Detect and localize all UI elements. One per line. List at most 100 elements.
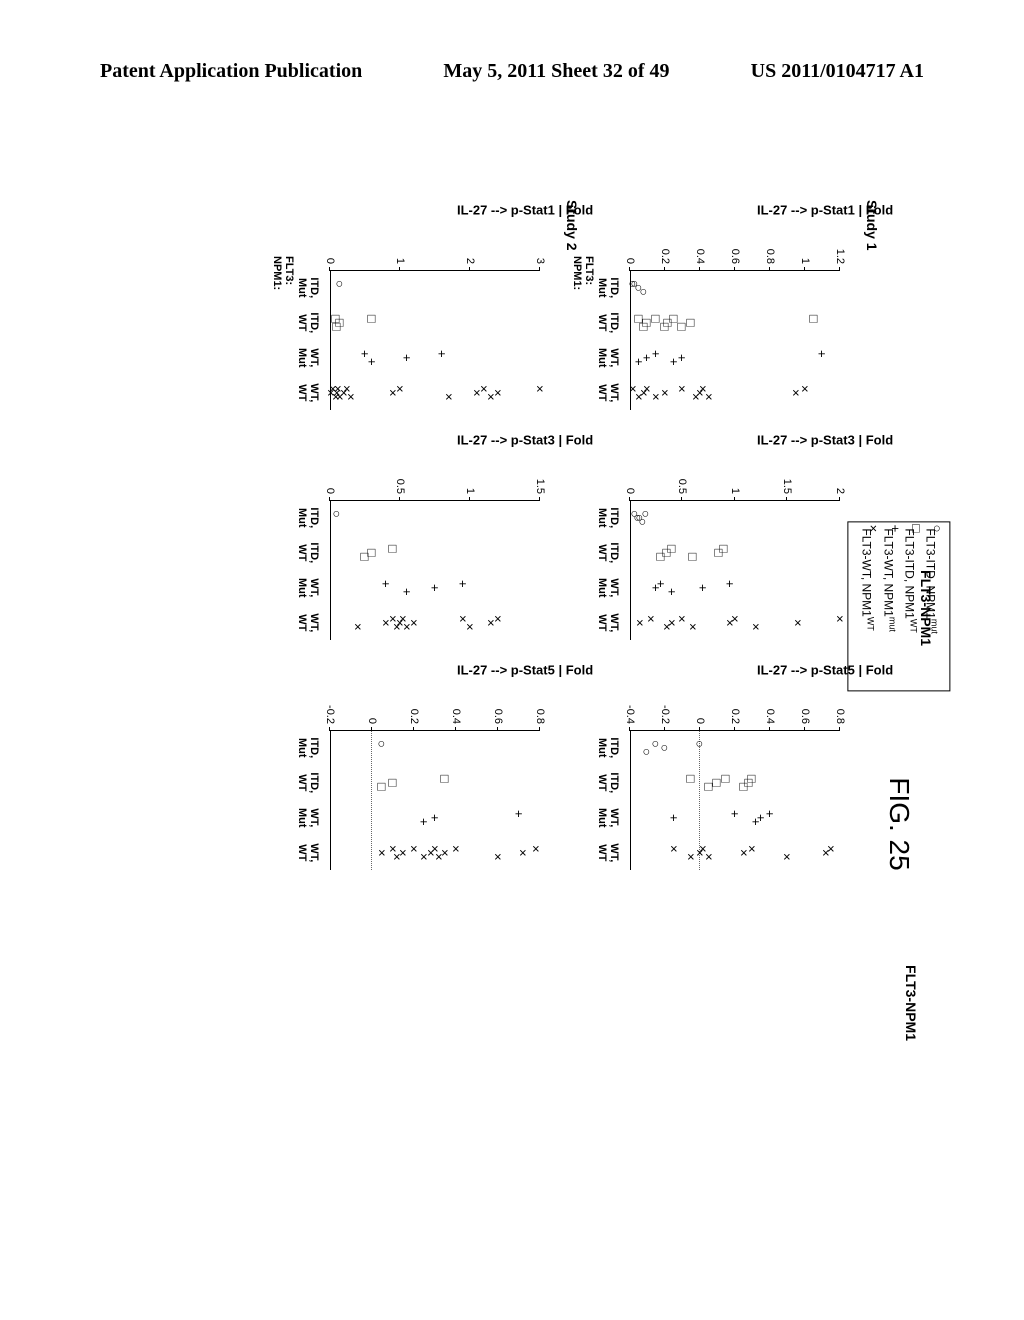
y-tick-label: 1.5 xyxy=(782,466,794,494)
square-data-point xyxy=(366,315,379,323)
x-tick-label: WT,Mut xyxy=(296,343,320,373)
cross-data-point xyxy=(750,623,763,631)
y-tick-label: 0 xyxy=(324,466,336,494)
cross-data-point xyxy=(387,389,400,397)
plot-axes: -0.4-0.200.20.40.60.8ITD,MutITD,WTWT,Mut… xyxy=(630,730,840,870)
y-tick-label: 0.6 xyxy=(492,696,504,724)
cross-data-point xyxy=(380,619,393,627)
plot-axes: 00.511.52ITD,MutITD,WTWT,MutWT,WT xyxy=(630,500,840,640)
y-axis-label: IL-27 --> p-Stat3 | Fold xyxy=(457,433,593,448)
square-data-point xyxy=(687,553,700,561)
x-tick-label: ITD,WT xyxy=(296,768,320,798)
x-tick-label: ITD,Mut xyxy=(596,733,620,763)
figure-label: FIG. 25 xyxy=(883,739,915,909)
plus-data-point xyxy=(750,818,763,826)
cross-data-point xyxy=(737,849,750,857)
x-tick-label: WT,Mut xyxy=(296,803,320,833)
figure-area: Study 100.20.40.60.811.2ITD,MutITD,WTWT,… xyxy=(60,200,964,1000)
flt3-npm1-label-row2: FLT3-NPM1 xyxy=(903,965,919,1041)
square-data-point xyxy=(638,323,651,331)
cross-data-point xyxy=(443,393,456,401)
page-header: Patent Application Publication May 5, 20… xyxy=(0,0,1024,93)
square-data-point xyxy=(655,553,668,561)
plus-data-point xyxy=(401,588,414,596)
square-data-point xyxy=(632,315,645,323)
header-center: May 5, 2011 Sheet 32 of 49 xyxy=(443,60,669,83)
plus-marker-icon xyxy=(888,521,901,535)
flt3-npm1-label-row1: FLT3-NPM1 xyxy=(918,570,934,646)
y-tick-label: 1 xyxy=(394,236,406,264)
legend-text: FLT3-WT, NPM1mut xyxy=(878,528,899,631)
x-tick-label: ITD,Mut xyxy=(296,503,320,533)
scatter-plot: 00.511.52ITD,MutITD,WTWT,MutWT,WTIL-27 -… xyxy=(570,450,850,650)
x-tick-label: WT,Mut xyxy=(296,573,320,603)
cross-data-point xyxy=(376,849,389,857)
cross-data-point xyxy=(632,393,645,401)
y-tick-label: 0 xyxy=(366,696,378,724)
y-tick-label: 0.2 xyxy=(729,696,741,724)
x-tick-label: WT,WT xyxy=(296,378,320,408)
cross-data-point xyxy=(685,853,698,861)
y-tick-label: 0 xyxy=(694,696,706,724)
cross-data-point xyxy=(485,393,498,401)
square-data-point xyxy=(359,553,372,561)
x-tick-label: ITD,Mut xyxy=(296,273,320,303)
plus-data-point xyxy=(816,350,829,358)
square-data-point xyxy=(713,549,726,557)
circle-marker-icon xyxy=(931,521,944,535)
plus-data-point xyxy=(418,818,431,826)
plus-data-point xyxy=(729,810,742,818)
y-tick-label: 0.5 xyxy=(394,466,406,494)
cross-data-point xyxy=(634,619,647,627)
cross-data-point xyxy=(418,853,431,861)
plus-data-point xyxy=(359,350,372,358)
plus-data-point xyxy=(436,350,449,358)
x-tick-label: WT,WT xyxy=(596,608,620,638)
cross-data-point xyxy=(820,849,833,857)
y-tick-label: 0.6 xyxy=(799,696,811,724)
circle-data-point xyxy=(376,740,389,748)
axis-prefix-label: FLT3:NPM1: xyxy=(271,256,295,290)
scatter-plot: 00.511.5ITD,MutITD,WTWT,MutWT,WTIL-27 --… xyxy=(270,450,550,650)
cross-data-point xyxy=(650,393,663,401)
plus-data-point xyxy=(429,584,442,592)
y-tick-label: 0.4 xyxy=(694,236,706,264)
y-tick-label: 1 xyxy=(464,466,476,494)
square-data-point xyxy=(387,545,400,553)
y-axis-label: IL-27 --> p-Stat3 | Fold xyxy=(757,433,893,448)
circle-data-point xyxy=(638,288,651,296)
y-tick-label: 0 xyxy=(624,236,636,264)
cross-data-point xyxy=(471,389,484,397)
x-tick-label: WT,WT xyxy=(596,838,620,868)
square-data-point xyxy=(376,783,389,791)
x-tick-label: ITD,Mut xyxy=(596,503,620,533)
legend-item: FLT3-WT, NPM1mut xyxy=(878,528,899,684)
y-tick-label: 3 xyxy=(534,236,546,264)
plus-data-point xyxy=(667,814,680,822)
side-panel: FLT3-ITD, NPM1mutFLT3-ITD, NPM1WTFLT3-WT… xyxy=(814,475,984,840)
x-tick-label: ITD,Mut xyxy=(296,733,320,763)
cross-data-point xyxy=(792,619,805,627)
y-tick-label: 0.2 xyxy=(659,236,671,264)
y-tick-label: 2 xyxy=(464,236,476,264)
cross-data-point xyxy=(485,619,498,627)
plus-data-point xyxy=(632,358,645,366)
cross-data-point xyxy=(464,623,477,631)
scatter-plot: -0.200.20.40.60.8ITD,MutITD,WTWT,MutWT,W… xyxy=(270,680,550,880)
circle-data-point xyxy=(650,740,663,748)
header-left: Patent Application Publication xyxy=(100,60,362,83)
square-marker-icon xyxy=(910,521,923,535)
plus-data-point xyxy=(457,580,470,588)
square-data-point xyxy=(329,315,342,323)
plus-data-point xyxy=(380,580,393,588)
cross-data-point xyxy=(781,853,794,861)
baseline xyxy=(371,731,372,870)
y-tick-label: 0.5 xyxy=(677,466,689,494)
x-tick-label: ITD,WT xyxy=(596,538,620,568)
square-data-point xyxy=(737,783,750,791)
y-tick-label: 1.2 xyxy=(834,236,846,264)
y-tick-label: 0.4 xyxy=(450,696,462,724)
circle-data-point xyxy=(694,740,707,748)
legend-item: FLT3-WT, NPM1WT xyxy=(857,528,878,684)
x-tick-label: ITD,WT xyxy=(596,768,620,798)
